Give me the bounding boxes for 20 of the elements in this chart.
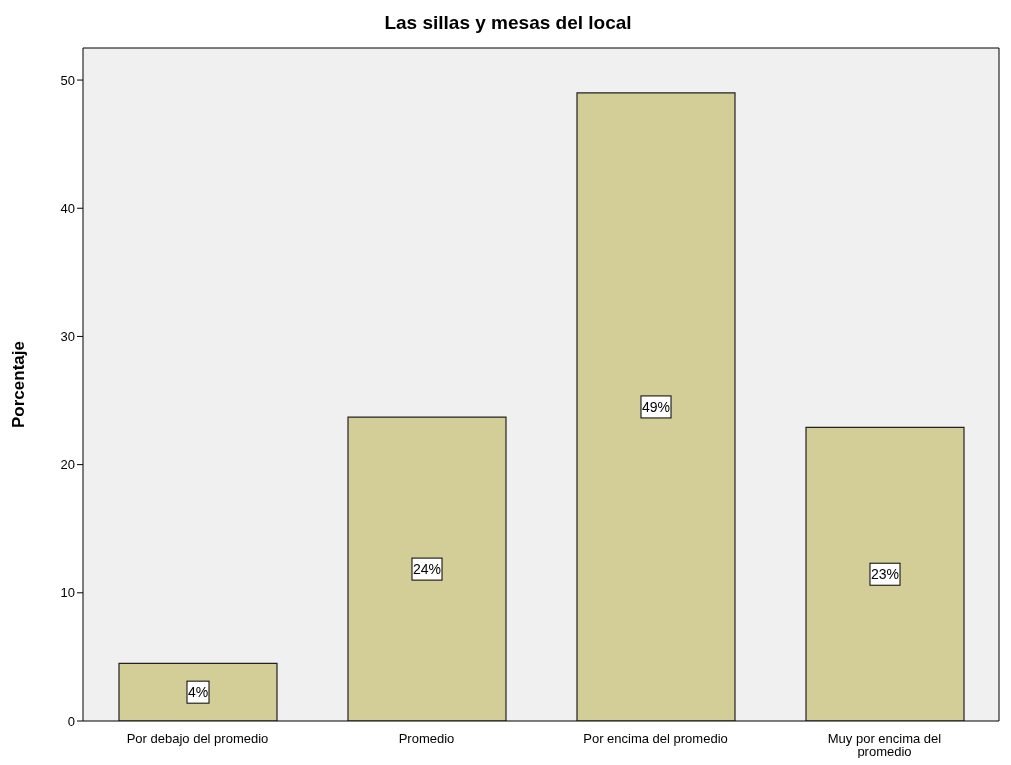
- data-label: 49%: [641, 398, 671, 415]
- data-label: 23%: [870, 566, 900, 583]
- y-tick-label: 40: [60, 200, 75, 216]
- bar: [118, 662, 278, 721]
- y-tick-label: 20: [60, 457, 75, 473]
- chart-title: Las sillas y mesas del local: [383, 12, 633, 34]
- x-tick-label: Muy por encima del promedio: [827, 731, 942, 759]
- y-tick-label: 50: [60, 72, 75, 88]
- y-tick-label: 0: [67, 713, 75, 729]
- x-tick-label: Por debajo del promedio: [126, 731, 269, 746]
- y-tick-label: 30: [60, 329, 75, 345]
- x-tick-label: Por encima del promedio: [583, 731, 728, 746]
- y-axis-title: Porcentaje: [9, 341, 29, 428]
- x-tick-label: Promedio: [398, 731, 455, 746]
- data-label: 24%: [412, 561, 442, 578]
- y-tick-label: 10: [60, 585, 75, 601]
- bar: [576, 92, 736, 721]
- data-label: 4%: [187, 684, 209, 701]
- bar: [347, 416, 507, 721]
- bar: [805, 426, 965, 721]
